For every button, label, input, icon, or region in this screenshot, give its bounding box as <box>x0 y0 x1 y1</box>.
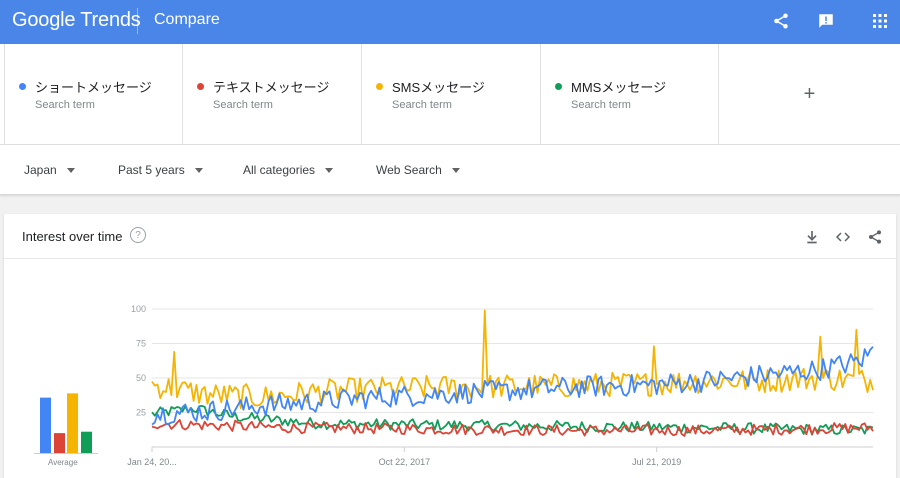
google-trends-logo[interactable]: Google Trends <box>12 9 141 31</box>
term-color-dot <box>197 83 204 90</box>
dropdown-caret-icon <box>194 167 203 173</box>
period-select[interactable]: Past 5 years <box>118 163 203 177</box>
apps-icon[interactable] <box>869 10 891 32</box>
term-color-dot <box>555 83 562 90</box>
term-name: SMSメッセージ <box>392 80 485 95</box>
dropdown-caret-icon <box>325 167 334 173</box>
average-label: Average <box>48 458 78 467</box>
page-title: Compare <box>154 11 220 28</box>
term-color-dot <box>376 83 383 90</box>
y-tick-label: 25 <box>136 408 146 418</box>
category-value: All categories <box>243 163 316 177</box>
region-value: Japan <box>24 163 57 177</box>
embed-icon[interactable] <box>833 227 853 247</box>
filters-bar: Japan Past 5 years All categories Web Se… <box>0 145 900 195</box>
average-bars <box>34 393 98 454</box>
help-icon[interactable]: ? <box>130 227 146 243</box>
term-name: MMSメッセージ <box>571 80 667 95</box>
period-value: Past 5 years <box>118 163 185 177</box>
average-bar-3 <box>67 393 78 453</box>
term-type: Search term <box>213 99 273 111</box>
search-term-3[interactable]: SMSメッセージ Search term <box>362 44 541 145</box>
average-bar-4 <box>81 431 92 453</box>
app-header: Google Trends Compare <box>0 0 900 44</box>
property-value: Web Search <box>376 163 442 177</box>
series-line-2 <box>151 418 874 437</box>
card-share-icon[interactable] <box>865 227 885 247</box>
x-tick-label: Jul 21, 2019 <box>632 457 681 467</box>
search-term-1[interactable]: ショートメッセージ Search term <box>4 44 183 145</box>
card-divider <box>4 258 896 259</box>
search-terms-bar: ショートメッセージ Search term テキストメッセージ Search t… <box>0 44 900 145</box>
share-icon[interactable] <box>770 10 792 32</box>
category-select[interactable]: All categories <box>243 163 334 177</box>
header-divider <box>137 8 138 34</box>
download-icon[interactable] <box>802 227 822 247</box>
search-term-4[interactable]: MMSメッセージ Search term <box>541 44 719 145</box>
y-tick-label: 100 <box>131 304 146 314</box>
region-select[interactable]: Japan <box>24 163 75 177</box>
term-color-dot <box>19 83 26 90</box>
x-tick-label: Jan 24, 20... <box>127 457 177 467</box>
average-bar-1 <box>40 397 51 453</box>
interest-over-time-card: Interest over time ? Average <box>4 214 896 478</box>
dropdown-caret-icon <box>66 167 75 173</box>
y-tick-label: 50 <box>136 373 146 383</box>
dropdown-caret-icon <box>451 167 460 173</box>
y-tick-label: 75 <box>136 339 146 349</box>
add-term-button[interactable]: + <box>803 83 816 105</box>
property-select[interactable]: Web Search <box>376 163 460 177</box>
average-bar-2 <box>54 433 65 453</box>
term-type: Search term <box>571 99 631 111</box>
search-term-2[interactable]: テキストメッセージ Search term <box>183 44 362 145</box>
term-name: ショートメッセージ <box>35 80 152 95</box>
x-tick-label: Oct 22, 2017 <box>379 457 431 467</box>
series-line-1 <box>151 346 874 426</box>
feedback-icon[interactable] <box>815 10 837 32</box>
term-type: Search term <box>35 99 95 111</box>
term-name: テキストメッセージ <box>213 80 330 95</box>
chart-series <box>151 309 874 437</box>
card-title: Interest over time <box>22 229 123 244</box>
term-type: Search term <box>392 99 452 111</box>
